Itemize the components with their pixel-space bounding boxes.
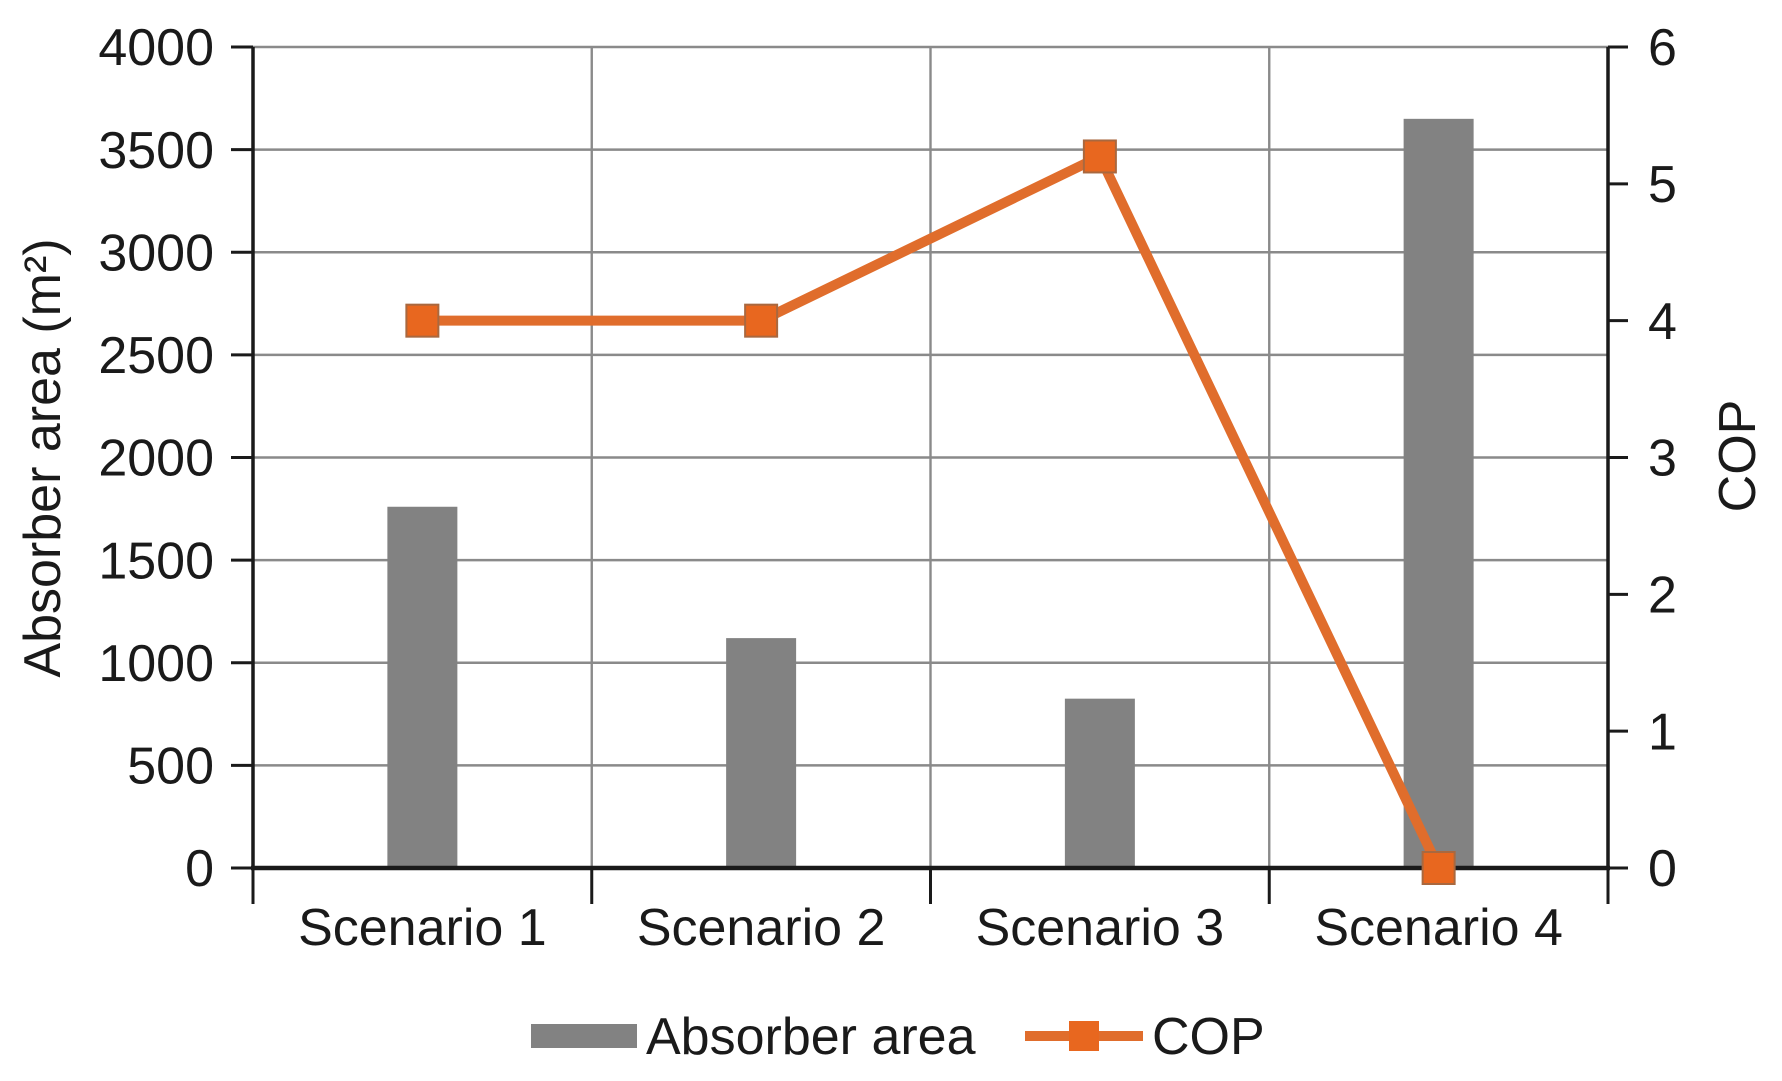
bar-series-absorber-area <box>387 118 1474 868</box>
left-axis-tick-label: 0 <box>185 840 214 898</box>
legend-label-absorber-area: Absorber area <box>646 1008 976 1066</box>
cop-line <box>422 151 1444 871</box>
right-axis-tick-label: 0 <box>1648 840 1677 898</box>
left-axis-tick-label: 1000 <box>98 635 214 693</box>
bar-scenario-4 <box>1403 118 1474 868</box>
x-axis-category-label: Scenario 1 <box>298 899 547 957</box>
x-axis-category-label: Scenario 3 <box>976 899 1225 957</box>
cop-marker-scenario-3 <box>1082 139 1117 174</box>
cop-marker-scenario-4 <box>1421 851 1456 885</box>
right-axis-title: COP <box>1709 400 1767 513</box>
right-axis-tick-label: 1 <box>1648 703 1677 761</box>
left-axis-tick-label: 500 <box>127 738 214 796</box>
right-axis-tick-label: 4 <box>1648 293 1677 351</box>
x-axis-category-label: Scenario 2 <box>637 899 886 957</box>
right-axis-tick-label: 2 <box>1648 567 1677 625</box>
left-axis-tick-label: 2500 <box>98 327 214 385</box>
bar-scenario-1 <box>387 506 458 868</box>
legend-label-cop: COP <box>1152 1008 1265 1066</box>
left-axis-tick-label: 3500 <box>98 122 214 180</box>
legend-bar-swatch-icon <box>531 1024 637 1048</box>
x-axis-category-label: Scenario 4 <box>1314 899 1563 957</box>
right-axis-tick-label: 5 <box>1648 156 1677 214</box>
legend: Absorber area COP <box>531 1008 1265 1066</box>
bar-scenario-3 <box>1064 698 1135 868</box>
right-axis-tick-label: 6 <box>1648 19 1677 77</box>
gridlines <box>253 45 1608 868</box>
axis-lines-and-ticks <box>231 45 1628 904</box>
left-axis-tick-label: 1500 <box>98 532 214 590</box>
left-axis-title: Absorber area (m²) <box>14 238 72 677</box>
bar-scenario-2 <box>726 638 797 868</box>
left-axis-tick-label: 3000 <box>98 224 214 282</box>
line-series-cop <box>405 139 1456 885</box>
cop-marker-scenario-2 <box>744 303 779 338</box>
cop-marker-scenario-1 <box>405 303 440 338</box>
right-axis-tick-label: 3 <box>1648 430 1677 488</box>
left-axis-tick-label: 4000 <box>98 19 214 77</box>
axis-tick-labels: 0 500 1000 1500 2000 2500 3000 3500 4000 0 1 2 3 4 5 6 S… <box>98 19 1677 957</box>
left-axis-tick-label: 2000 <box>98 430 214 488</box>
legend-line-marker-icon <box>1069 1021 1099 1051</box>
